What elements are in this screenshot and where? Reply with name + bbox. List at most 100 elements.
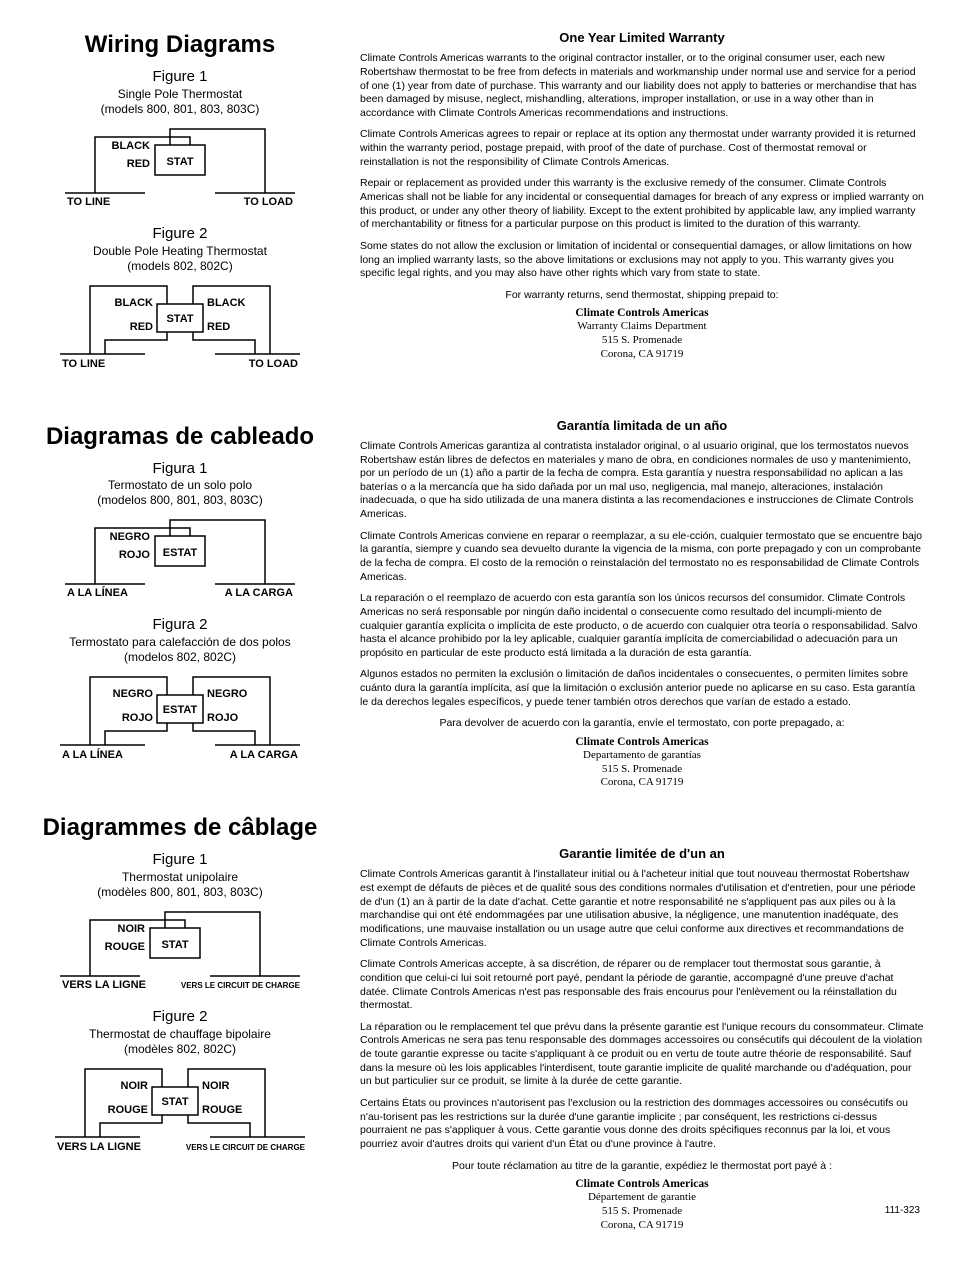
svg-text:NOIR: NOIR	[202, 1080, 230, 1092]
warranty-address-city: Corona, CA 91719	[360, 776, 924, 790]
svg-text:BLACK: BLACK	[115, 297, 154, 309]
warranty-paragraph: Certains États ou provinces n'autorisent…	[360, 1097, 924, 1152]
svg-text:NEGRO: NEGRO	[113, 688, 154, 700]
warranty-return-instruction: Para devolver de acuerdo con la garantía…	[360, 717, 924, 730]
warranty-paragraph: Climate Controls Americas accepte, à sa …	[360, 958, 924, 1013]
single-pole-diagram: ESTAT NEGRO ROJO A LA LÍNEA A LA CARGA	[30, 514, 330, 606]
figure-title: Figure 1	[30, 68, 330, 87]
double-pole-diagram: STAT BLACK BLACK RED RED TO LINE TO LOAD	[30, 280, 330, 378]
warranty-return-instruction: Pour toute réclamation au titre de la ga…	[360, 1160, 924, 1173]
warranty-paragraph: La réparation ou le remplacement tel que…	[360, 1021, 924, 1089]
svg-text:TO LOAD: TO LOAD	[249, 358, 298, 370]
diagram-section-title: Wiring Diagrams	[30, 30, 330, 60]
figure-title: Figura 1	[30, 460, 330, 479]
figure-models: (modelos 800, 801, 803, 803C)	[30, 493, 330, 508]
svg-text:STAT: STAT	[161, 1096, 188, 1108]
svg-text:ROJO: ROJO	[122, 712, 154, 724]
warranty-title: Garantie limitée de d'un an	[360, 846, 924, 862]
warranty-paragraph: La reparación o el reemplazo de acuerdo …	[360, 592, 924, 660]
warranty-paragraph: Some states do not allow the exclusion o…	[360, 240, 924, 281]
figure-subtitle: Thermostat unipolaire	[30, 870, 330, 885]
svg-text:A LA CARGA: A LA CARGA	[225, 587, 293, 599]
svg-text:VERS LA LIGNE: VERS LA LIGNE	[57, 1141, 141, 1153]
svg-text:BLACK: BLACK	[112, 140, 151, 152]
warranty-paragraph: Climate Controls Americas agrees to repa…	[360, 128, 924, 169]
figure-subtitle: Double Pole Heating Thermostat	[30, 244, 330, 259]
svg-text:RED: RED	[130, 321, 153, 333]
svg-text:ROUGE: ROUGE	[108, 1104, 148, 1116]
figure-models: (models 800, 801, 803, 803C)	[30, 102, 330, 117]
warranty-address-dept: Departamento de garantías	[360, 749, 924, 763]
figure-models: (modelos 802, 802C)	[30, 650, 330, 665]
figure-title: Figure 2	[30, 225, 330, 244]
svg-text:STAT: STAT	[166, 313, 193, 325]
warranty-paragraph: Climate Controls Americas garantit à l'i…	[360, 868, 924, 950]
svg-text:STAT: STAT	[166, 156, 193, 168]
svg-text:VERS LE CIRCUIT DE CHARGE: VERS LE CIRCUIT DE CHARGE	[186, 1143, 306, 1152]
warranty-paragraph: Climate Controls Americas conviene en re…	[360, 530, 924, 585]
figure-title: Figure 1	[30, 851, 330, 870]
warranty-address-name: Climate Controls Americas	[360, 306, 924, 320]
warranty-address-name: Climate Controls Americas	[360, 1177, 924, 1191]
warranty-address-city: Corona, CA 91719	[360, 1219, 924, 1233]
warranty-column: One Year Limited Warranty Climate Contro…	[360, 30, 924, 1260]
svg-text:ROUGE: ROUGE	[105, 941, 145, 953]
svg-text:RED: RED	[127, 158, 150, 170]
warranty-paragraph: Climate Controls Americas warrants to th…	[360, 52, 924, 120]
svg-text:RED: RED	[207, 321, 230, 333]
diagrams-column: Wiring Diagrams Figure 1 Single Pole The…	[30, 30, 330, 1260]
svg-text:VERS LE CIRCUIT DE CHARGE: VERS LE CIRCUIT DE CHARGE	[181, 981, 301, 990]
warranty-paragraph: Climate Controls Americas garantiza al c…	[360, 440, 924, 522]
svg-text:NEGRO: NEGRO	[207, 688, 248, 700]
warranty-block: Garantie limitée de d'un an Climate Cont…	[360, 846, 924, 1232]
diagram-section-title: Diagramas de cableado	[30, 422, 330, 452]
figure-subtitle: Termostato de un solo polo	[30, 478, 330, 493]
figure-models: (modèles 800, 801, 803, 803C)	[30, 885, 330, 900]
warranty-address-dept: Warranty Claims Department	[360, 320, 924, 334]
svg-text:ROJO: ROJO	[207, 712, 239, 724]
single-pole-diagram: STAT NOIR ROUGE VERS LA LIGNE VERS LE CI…	[30, 906, 330, 998]
warranty-address-street: 515 S. Promenade	[360, 1205, 924, 1219]
diagram-lang-block: Diagramas de cableado Figura 1 Termostat…	[30, 422, 330, 770]
warranty-return-instruction: For warranty returns, send thermostat, s…	[360, 289, 924, 302]
warranty-address-street: 515 S. Promenade	[360, 334, 924, 348]
warranty-address-city: Corona, CA 91719	[360, 348, 924, 362]
double-pole-diagram: STAT NOIR NOIR ROUGE ROUGE VERS LA LIGNE…	[30, 1063, 330, 1161]
warranty-block: One Year Limited Warranty Climate Contro…	[360, 30, 924, 362]
figure-title: Figure 2	[30, 1008, 330, 1027]
diagram-lang-block: Wiring Diagrams Figure 1 Single Pole The…	[30, 30, 330, 378]
diagram-lang-block: Diagrammes de câblage Figure 1 Thermosta…	[30, 813, 330, 1161]
figure-subtitle: Thermostat de chauffage bipolaire	[30, 1027, 330, 1042]
svg-text:A LA LÍNEA: A LA LÍNEA	[67, 586, 128, 599]
svg-text:TO LINE: TO LINE	[67, 196, 110, 208]
page: Wiring Diagrams Figure 1 Single Pole The…	[30, 30, 924, 1260]
svg-text:ROUGE: ROUGE	[202, 1104, 242, 1116]
figure-models: (models 802, 802C)	[30, 259, 330, 274]
warranty-paragraph: Algunos estados no permiten la exclusión…	[360, 668, 924, 709]
svg-text:NEGRO: NEGRO	[110, 531, 151, 543]
svg-text:ROJO: ROJO	[119, 549, 151, 561]
svg-text:A LA LÍNEA: A LA LÍNEA	[62, 748, 123, 761]
svg-text:TO LOAD: TO LOAD	[244, 196, 293, 208]
warranty-title: Garantía limitada de un año	[360, 418, 924, 434]
svg-text:VERS LA LIGNE: VERS LA LIGNE	[62, 979, 146, 991]
document-number: 111-323	[885, 1205, 920, 1218]
figure-title: Figura 2	[30, 616, 330, 635]
svg-text:TO LINE: TO LINE	[62, 358, 105, 370]
single-pole-diagram: STAT BLACK RED TO LINE TO LOAD	[30, 123, 330, 215]
svg-text:STAT: STAT	[161, 939, 188, 951]
figure-models: (modèles 802, 802C)	[30, 1042, 330, 1057]
figure-subtitle: Termostato para calefacción de dos polos	[30, 635, 330, 650]
svg-text:ESTAT: ESTAT	[163, 547, 198, 559]
svg-text:NOIR: NOIR	[118, 923, 146, 935]
double-pole-diagram: ESTAT NEGRO NEGRO ROJO ROJO A LA LÍNEA A…	[30, 671, 330, 769]
svg-text:ESTAT: ESTAT	[163, 704, 198, 716]
figure-subtitle: Single Pole Thermostat	[30, 87, 330, 102]
warranty-address-dept: Département de garantie	[360, 1191, 924, 1205]
warranty-title: One Year Limited Warranty	[360, 30, 924, 46]
diagram-section-title: Diagrammes de câblage	[30, 813, 330, 843]
svg-text:A LA CARGA: A LA CARGA	[230, 749, 298, 761]
svg-text:BLACK: BLACK	[207, 297, 246, 309]
warranty-address-name: Climate Controls Americas	[360, 735, 924, 749]
warranty-address-street: 515 S. Promenade	[360, 763, 924, 777]
